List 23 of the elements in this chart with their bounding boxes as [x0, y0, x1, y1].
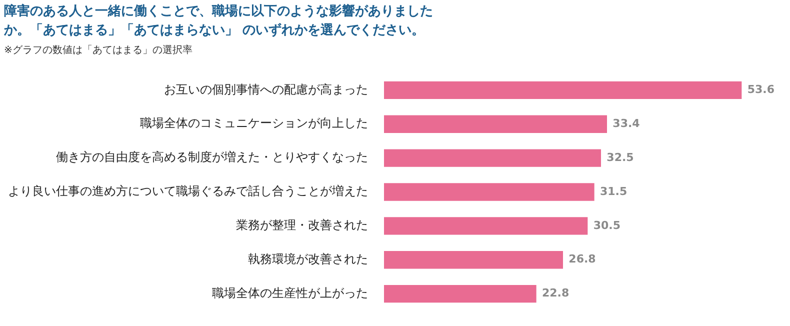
- bar: [384, 183, 594, 201]
- y-tick-label: お互いの個別事情への配慮が高まった: [164, 82, 368, 96]
- data-label: 31.5: [600, 184, 628, 198]
- data-label: 32.5: [606, 150, 634, 164]
- y-tick-label: 職場全体の生産性が上がった: [212, 286, 368, 300]
- bar: [384, 285, 536, 303]
- data-label: 33.4: [612, 116, 640, 130]
- bar: [384, 115, 607, 133]
- bar: [384, 81, 742, 99]
- text: 障害のある人と一緒に働くことで、職場に以下のような影響がありましたか。「あてはまる」「あてはまらない」 のいずれかを選んでください。: [4, 2, 434, 40]
- data-label: 53.6: [747, 83, 775, 96]
- y-tick-label: 執務環境が改善された: [248, 252, 368, 266]
- data-label: 26.8: [568, 252, 596, 266]
- bar: [384, 251, 563, 269]
- bar: [384, 149, 601, 167]
- y-tick-label: より良い仕事の進め方について職場ぐるみで話し合うことが増えた: [8, 184, 368, 198]
- y-tick-label: 業務が整理・改善された: [236, 218, 368, 232]
- data-label: 30.5: [593, 218, 620, 232]
- y-tick-label: 職場全体のコミュニケーションが向上した: [140, 116, 368, 130]
- data-label: 22.8: [542, 286, 570, 300]
- y-tick-label: 働き方の自由度を高める制度が増えた・とりやすくなった: [56, 150, 368, 164]
- text: ※グラフの数値は「あてはまる」の選択率: [4, 44, 192, 57]
- bar: [384, 217, 588, 235]
